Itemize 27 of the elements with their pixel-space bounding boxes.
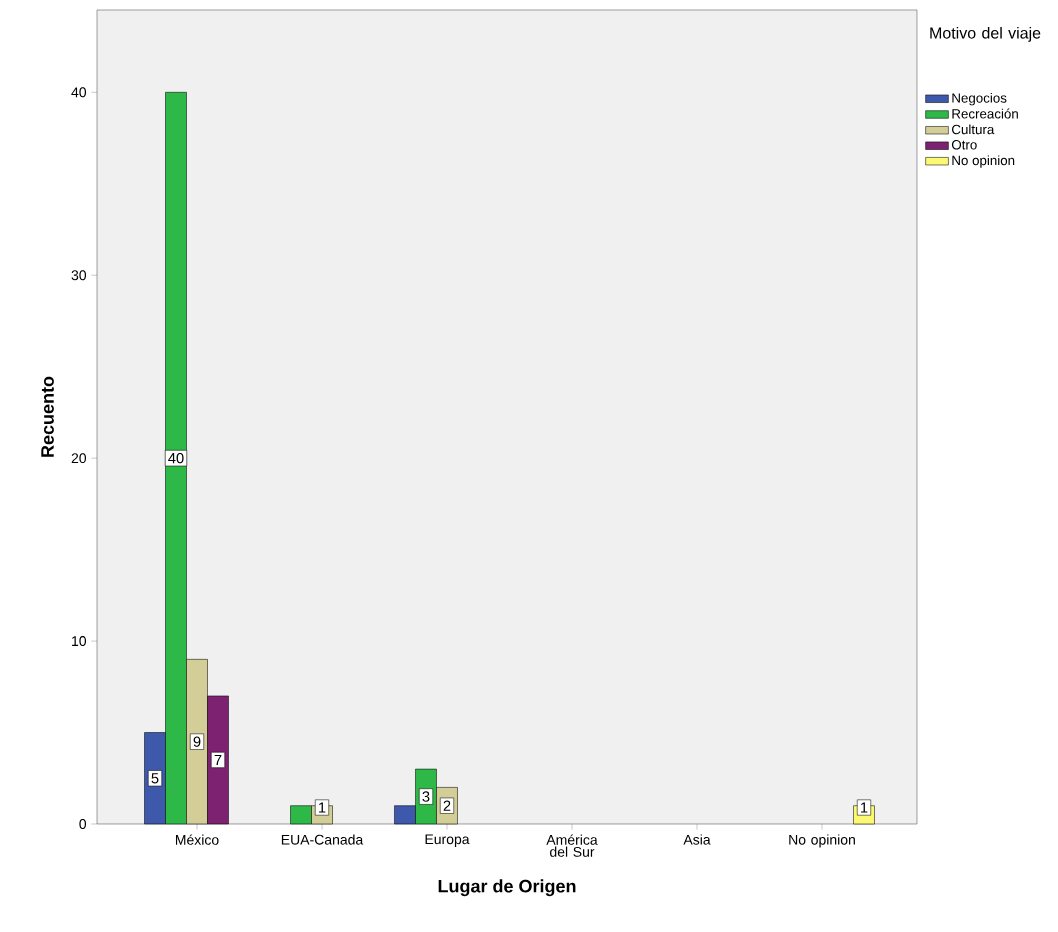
data-label: 7 bbox=[214, 754, 222, 766]
data-label: 1 bbox=[861, 802, 868, 813]
legend-label: Otro bbox=[951, 140, 977, 150]
data-label: 1 bbox=[319, 802, 326, 813]
x-tick-label: No opinion bbox=[789, 834, 855, 848]
x-tick-label: Asia bbox=[683, 834, 711, 845]
x-tick-label: América del Sur bbox=[546, 834, 598, 857]
legend-label: Negocios bbox=[952, 92, 1007, 106]
y-tick-label: 0 bbox=[79, 819, 87, 829]
x-axis-title: Lugar de Origen bbox=[438, 879, 576, 897]
legend-label: Recreación bbox=[952, 108, 1018, 119]
data-label: 40 bbox=[168, 452, 184, 464]
y-tick-label: 30 bbox=[71, 270, 87, 281]
x-tick-label: Europa bbox=[425, 834, 470, 847]
y-axis-title: Recuento bbox=[41, 376, 54, 457]
data-label: 5 bbox=[151, 773, 159, 784]
x-tick-label: México bbox=[175, 834, 219, 845]
y-tick-label: 20 bbox=[71, 453, 87, 464]
data-label: 3 bbox=[422, 791, 430, 802]
data-label: 2 bbox=[443, 800, 451, 811]
legend-label: No opinion bbox=[952, 155, 1015, 168]
x-tick-label: EUA-Canada bbox=[281, 834, 364, 845]
y-tick-label: 10 bbox=[72, 636, 87, 647]
data-label: 9 bbox=[193, 736, 201, 747]
legend-title: Motivo del viaje bbox=[930, 26, 1041, 42]
legend-label: Cultura bbox=[952, 124, 995, 135]
y-tick-label: 40 bbox=[71, 87, 87, 98]
